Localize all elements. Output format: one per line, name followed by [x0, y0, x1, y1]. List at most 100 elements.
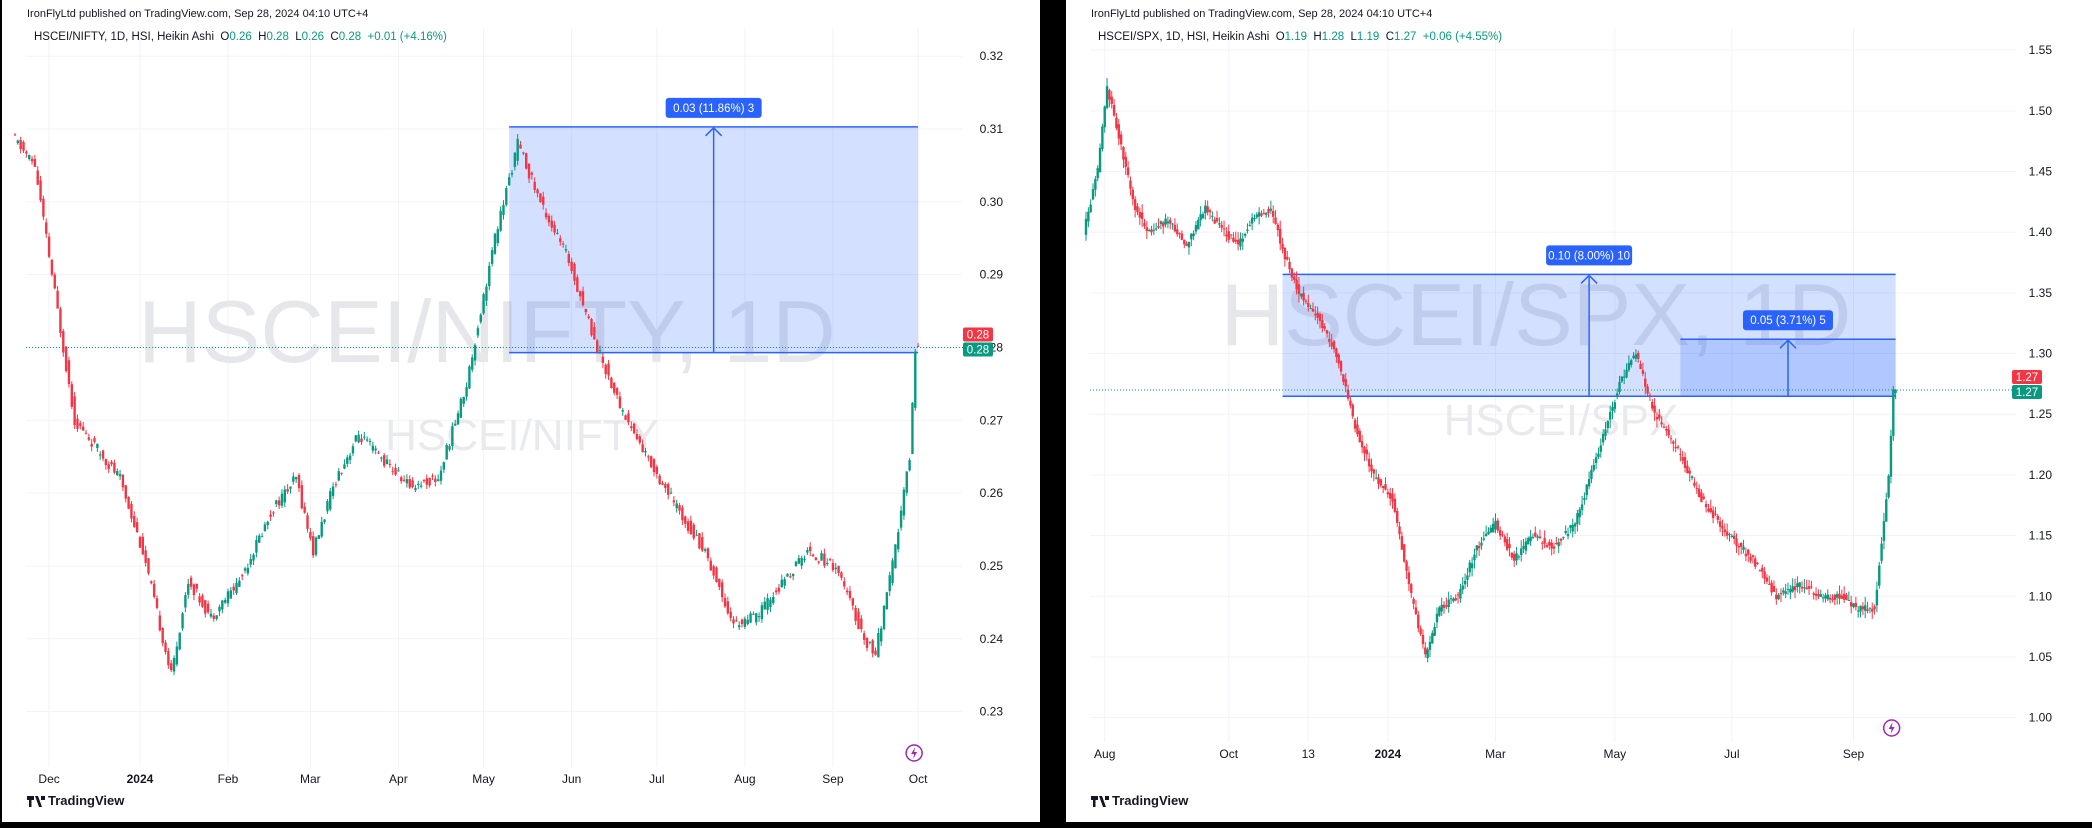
tradingview-logo[interactable]: TradingView	[27, 793, 124, 808]
y-tick-label: 1.30	[2029, 347, 2053, 361]
candle-body	[16, 140, 20, 144]
candle-body	[1821, 597, 1825, 599]
candle-body	[1421, 634, 1425, 645]
candle-body	[1880, 543, 1883, 561]
candle-body	[1709, 508, 1712, 512]
candle-body	[1330, 342, 1333, 347]
candle-body	[1861, 606, 1865, 610]
candle-body	[96, 443, 99, 449]
candle-body	[1573, 523, 1577, 527]
candle-body	[1459, 589, 1462, 599]
candle-body	[212, 615, 215, 619]
candle-body	[1405, 561, 1408, 571]
candle-body	[1594, 457, 1598, 464]
candle-body	[1604, 429, 1607, 436]
candle-body	[135, 522, 139, 533]
candle-body	[70, 384, 73, 407]
tradingview-logo[interactable]: TradingView	[1091, 793, 1188, 808]
candle-body	[1351, 404, 1354, 417]
symbol-legend: HSCEI/NIFTY, 1D, HSI, Heikin Ashi O0.26 …	[34, 31, 447, 43]
price-chart-hscei-spx[interactable]: 1.55 1.50 1.45 1.40 1.35 1.30 1.25 1.20 1.15 1.10…	[1066, 0, 2092, 822]
candle-body	[215, 615, 218, 619]
candle-body	[1101, 126, 1104, 149]
candle-body	[667, 483, 670, 495]
candle-body	[1772, 585, 1776, 592]
candle-body	[383, 455, 386, 466]
measure-arrow-head	[1580, 274, 1598, 284]
candle-body	[1089, 204, 1092, 213]
candle-body	[272, 512, 275, 514]
legend-high: 1.28	[1321, 31, 1345, 43]
y-tick-label: 0.25	[980, 559, 1004, 573]
candle-body	[187, 583, 190, 595]
chart-panel-hscei-nifty[interactable]: IronFlyLtd published on TradingView.com,…	[2, 0, 1040, 822]
x-tick-label: 13	[1302, 747, 1316, 761]
candle-body	[695, 534, 698, 536]
candle-body	[1763, 571, 1766, 579]
x-tick-label: May	[1604, 747, 1627, 761]
candle-body	[113, 462, 116, 473]
candle-body	[678, 505, 681, 511]
chart-panel-hscei-spx[interactable]: IronFlyLtd published on TradingView.com,…	[1066, 0, 2092, 822]
candle-body	[1587, 479, 1591, 487]
candle-body	[882, 606, 886, 629]
candle-body	[1389, 492, 1392, 499]
candle-body	[1819, 594, 1822, 597]
candle-body	[1615, 393, 1619, 398]
candle-body	[400, 477, 403, 482]
price-chart-hscei-nifty[interactable]: 0.32 0.31 0.30 0.29 0.28 0.27 0.26 0.25 0.24 0.23…	[2, 0, 1040, 822]
candle-body	[377, 452, 380, 454]
candle-body	[448, 446, 451, 450]
candle-body	[1845, 594, 1848, 600]
candle-body	[1297, 284, 1301, 294]
candle-body	[1644, 378, 1647, 387]
candle-body	[854, 607, 857, 622]
candle-body	[25, 151, 28, 154]
candle-body	[1115, 117, 1118, 129]
candle-body	[243, 568, 247, 571]
tradingview-logo-icon	[1091, 796, 1109, 807]
candle-body	[1648, 395, 1652, 397]
candle-body	[1096, 168, 1099, 179]
candle-body	[1290, 268, 1294, 278]
candle-body	[371, 445, 375, 451]
candle-body	[1559, 538, 1563, 541]
candle-body	[1484, 533, 1488, 537]
candle-body	[740, 619, 744, 625]
candle-body	[769, 599, 772, 608]
candle-body	[1447, 599, 1450, 608]
lightning-icon-bolt	[911, 747, 918, 759]
candle-body	[354, 435, 357, 442]
watermark-symbol-small: HSCEI/SPX	[1444, 396, 1679, 445]
x-tick-label: Sep	[1843, 747, 1865, 761]
candle-body	[533, 181, 536, 190]
candle-body	[1295, 279, 1298, 290]
candle-body	[479, 314, 482, 322]
candle-body	[780, 579, 783, 587]
candle-body	[1494, 520, 1497, 530]
legend-open: 1.19	[1284, 31, 1308, 43]
candle-body	[777, 587, 781, 592]
candle-body	[1681, 457, 1684, 461]
candle-body	[1087, 211, 1090, 222]
y-tick-label: 1.35	[2029, 286, 2053, 300]
candle-body	[902, 489, 906, 516]
candle-body	[1194, 225, 1198, 232]
candle-body	[172, 657, 176, 672]
candle-body	[1747, 549, 1750, 555]
candle-body	[1133, 199, 1137, 211]
candle-body	[1346, 389, 1350, 399]
lightning-icon	[905, 744, 923, 762]
candle-body	[610, 377, 613, 389]
candle-body	[607, 363, 610, 376]
candle-body	[786, 573, 789, 577]
candle-body	[260, 536, 264, 538]
candle-body	[655, 466, 659, 474]
candle-body	[90, 443, 93, 447]
candle-body	[1592, 464, 1595, 471]
candle-body	[277, 500, 281, 506]
candle-body	[1267, 208, 1270, 213]
candle-body	[1190, 233, 1193, 240]
candle-body	[161, 627, 164, 644]
candle-body	[1103, 106, 1106, 128]
